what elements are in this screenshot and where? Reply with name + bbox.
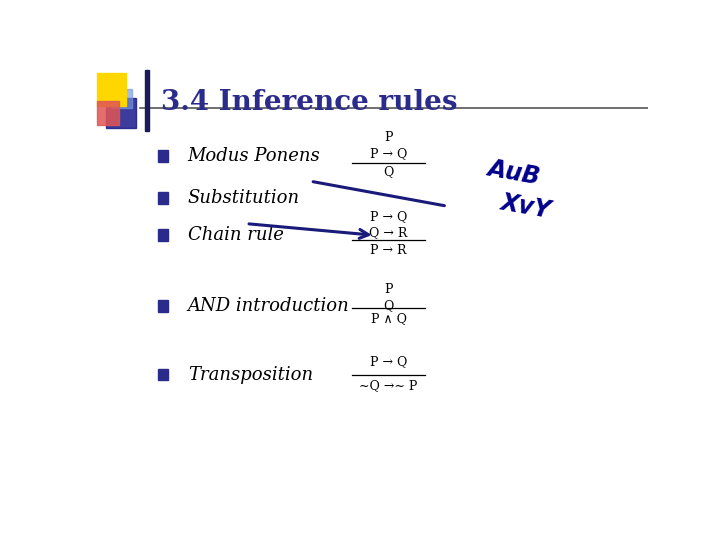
Bar xyxy=(96,101,119,125)
Text: P: P xyxy=(384,283,393,296)
Text: AuB: AuB xyxy=(486,157,542,190)
Text: Substitution: Substitution xyxy=(188,189,300,207)
Text: P: P xyxy=(384,131,393,144)
Text: XvY: XvY xyxy=(498,190,552,222)
Bar xyxy=(145,70,148,131)
Text: Q: Q xyxy=(383,166,394,179)
Text: AND introduction: AND introduction xyxy=(188,297,349,315)
Text: Q → R: Q → R xyxy=(369,226,408,239)
Text: P → Q: P → Q xyxy=(370,210,408,223)
Bar xyxy=(158,369,168,380)
Text: Chain rule: Chain rule xyxy=(188,226,284,244)
Bar xyxy=(106,98,136,128)
Bar xyxy=(158,300,168,312)
Text: P → Q: P → Q xyxy=(370,356,408,369)
Text: P → R: P → R xyxy=(370,244,407,257)
Text: 3.4 Inference rules: 3.4 Inference rules xyxy=(161,89,458,116)
Text: Modus Ponens: Modus Ponens xyxy=(188,147,320,165)
Bar xyxy=(158,192,168,204)
Bar xyxy=(158,230,168,241)
Bar xyxy=(158,151,168,162)
Bar xyxy=(96,73,126,106)
Text: ∼Q →∼ P: ∼Q →∼ P xyxy=(359,379,418,392)
Text: P ∧ Q: P ∧ Q xyxy=(371,312,407,325)
Text: Transposition: Transposition xyxy=(188,366,312,383)
Text: P → Q: P → Q xyxy=(370,147,408,160)
Bar xyxy=(112,89,132,109)
Text: Q: Q xyxy=(383,299,394,312)
